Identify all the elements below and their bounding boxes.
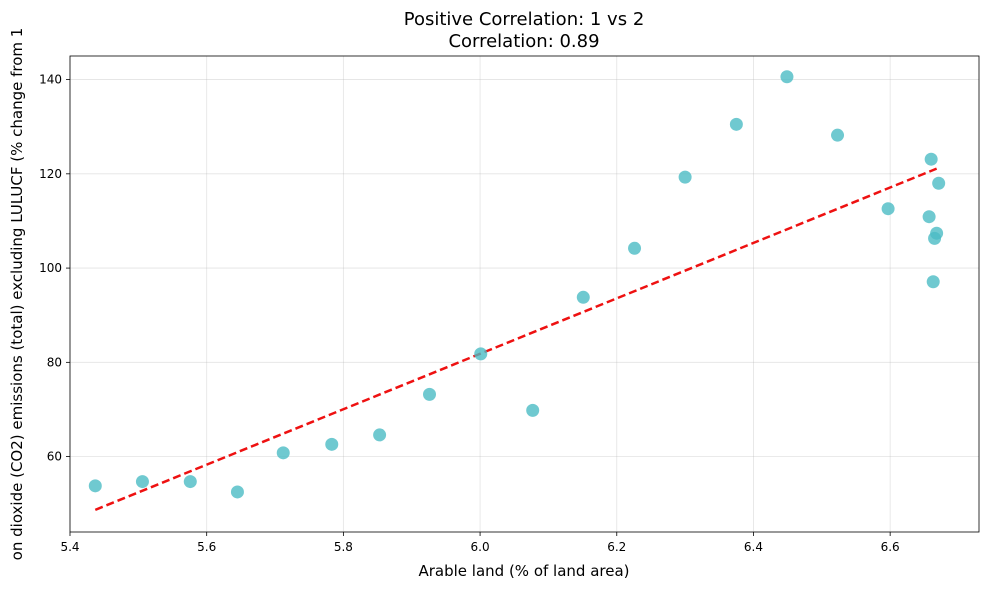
x-axis-label: Arable land (% of land area)	[418, 562, 629, 580]
scatter-point	[474, 347, 488, 361]
scatter-point	[373, 428, 387, 442]
chart-subtitle: Correlation: 0.89	[448, 31, 599, 52]
scatter-point	[924, 152, 938, 166]
axis-ticks: 5.4 5.6 5.8 6.0 6.2 6.4 6.6 60 80 100 120 140	[39, 73, 900, 554]
scatter-point	[276, 446, 290, 460]
scatter-point	[230, 485, 244, 499]
scatter-point	[135, 475, 149, 489]
y-tick-label: 80	[47, 355, 62, 369]
scatter-point	[422, 387, 436, 401]
scatter-point	[930, 226, 944, 240]
x-tick-label: 5.6	[197, 540, 216, 554]
scatter-point	[576, 290, 590, 304]
scatter-point	[780, 70, 794, 84]
trend-line	[94, 167, 938, 512]
y-tick-label: 100	[39, 261, 62, 275]
x-tick-label: 5.8	[334, 540, 353, 554]
scatter-point	[922, 210, 936, 224]
chart-title: Positive Correlation: 1 vs 2	[404, 9, 645, 30]
y-tick-label: 60	[47, 450, 62, 464]
x-tick-label: 6.6	[881, 540, 900, 554]
scatter-point	[88, 479, 102, 493]
scatter-point	[881, 202, 895, 216]
scatter-point	[926, 275, 940, 289]
scatter-point	[678, 170, 692, 184]
y-tick-label: 140	[39, 73, 62, 87]
x-tick-label: 6.0	[471, 540, 490, 554]
scatter-point	[729, 117, 743, 131]
y-axis-label: on dioxide (CO2) emissions (total) exclu…	[8, 28, 26, 561]
x-tick-label: 6.4	[744, 540, 763, 554]
scatter-point	[932, 176, 946, 190]
trend-line-group	[94, 167, 938, 512]
data-points	[88, 70, 946, 499]
plot-frame	[69, 55, 980, 533]
x-tick-label: 6.2	[607, 540, 626, 554]
grid-lines	[69, 56, 979, 532]
scatter-point	[183, 475, 197, 489]
scatter-point	[526, 403, 540, 417]
y-tick-label: 120	[39, 167, 62, 181]
scatter-point	[325, 437, 339, 451]
x-tick-label: 5.4	[60, 540, 79, 554]
scatter-point	[831, 128, 845, 142]
scatter-point	[628, 241, 642, 255]
